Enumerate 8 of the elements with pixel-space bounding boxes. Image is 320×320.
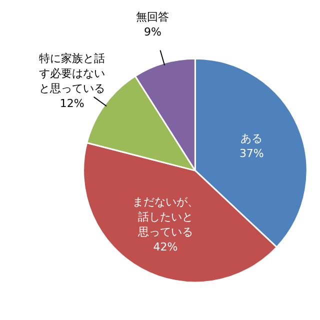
- slice-label: 特に家族と話す必要はないと思っている: [39, 52, 106, 96]
- slice-label: ある: [240, 132, 263, 146]
- data-label: 9%: [144, 25, 162, 38]
- slice-label: 無回答: [136, 10, 170, 24]
- slice-label: まだないが、話したいと思っている: [132, 196, 199, 238]
- data-label: 37%: [239, 147, 264, 160]
- data-label: 12%: [60, 97, 84, 110]
- data-label: 42%: [153, 240, 178, 254]
